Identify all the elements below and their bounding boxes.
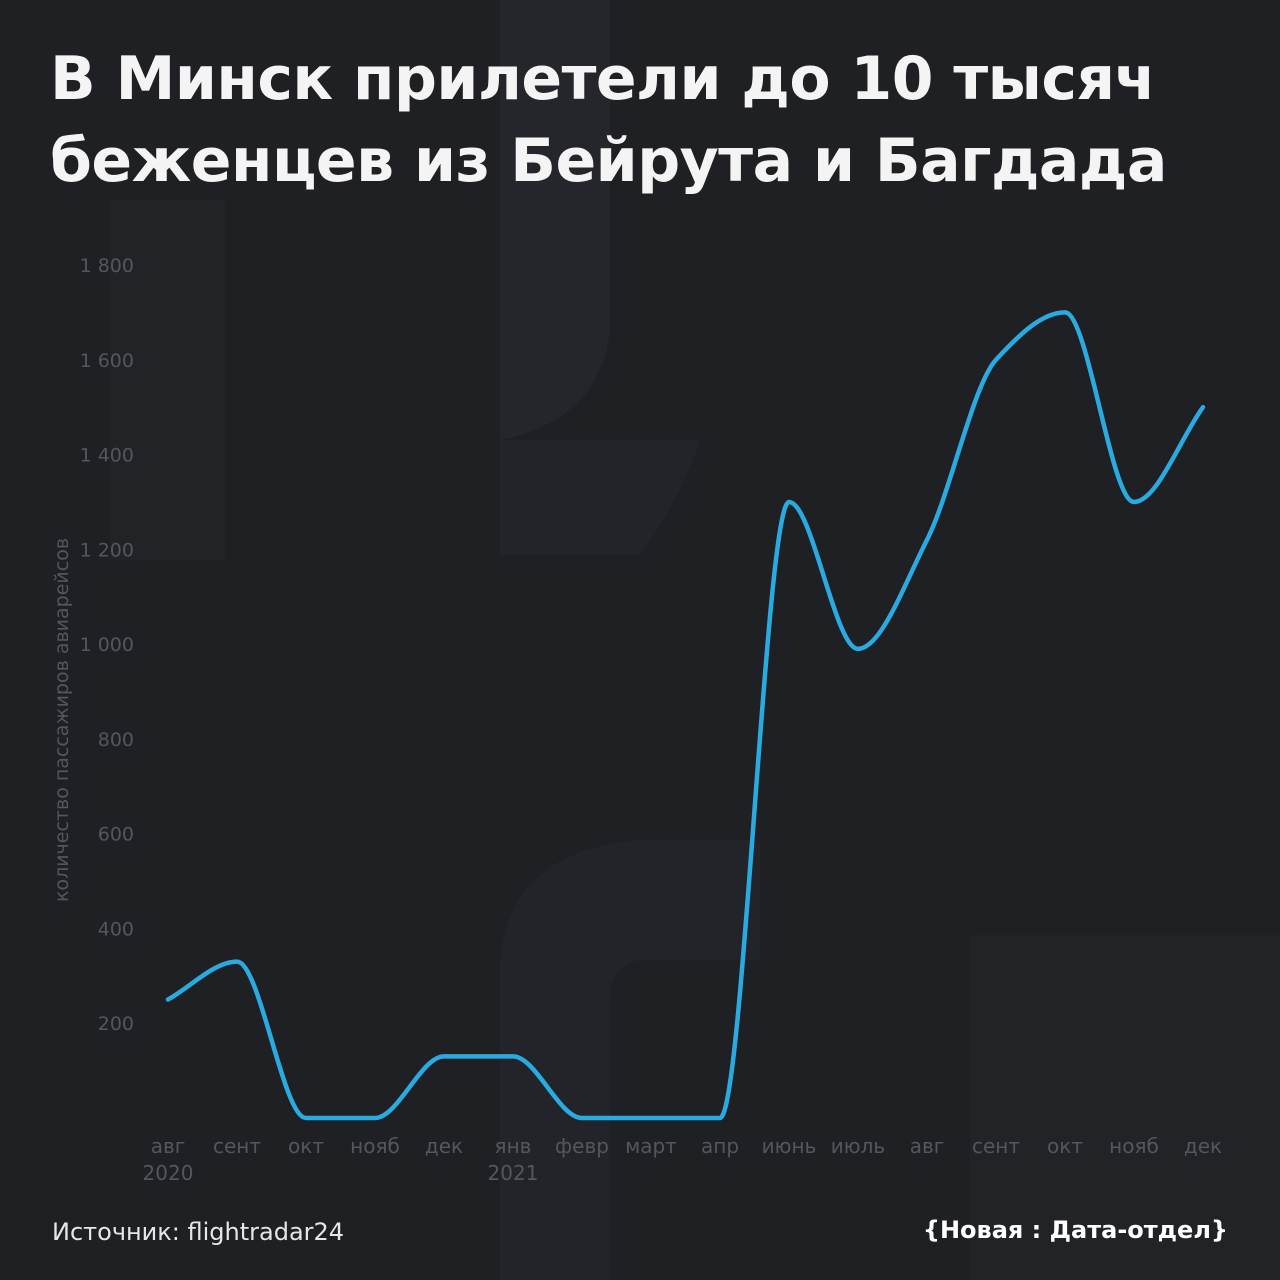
y-tick-label: 400 xyxy=(98,918,134,940)
x-tick-label: окт xyxy=(288,1134,324,1158)
title-line-2: беженцев из Бейрута и Багдада xyxy=(50,126,1167,196)
source-text: Источник: flightradar24 xyxy=(52,1218,345,1246)
x-tick-label: март xyxy=(625,1134,677,1158)
brand-logo-text: {Новая : Дата-отдел} xyxy=(922,1216,1228,1244)
x-tick-label: дек xyxy=(425,1134,463,1158)
y-tick-label: 1 800 xyxy=(80,255,134,277)
x-tick-label: сент xyxy=(972,1134,1020,1158)
x-tick-label: сент xyxy=(213,1134,261,1158)
x-tick-label: авг xyxy=(910,1134,945,1158)
x-axis-ticks: авг сент окт нояб дек янв февр март апр июнь июль а… xyxy=(151,1134,1222,1158)
y-tick-label: 1 400 xyxy=(80,445,134,467)
y-tick-label: 200 xyxy=(98,1013,134,1035)
x-tick-label: июль xyxy=(831,1134,885,1158)
x-tick-label: дек xyxy=(1184,1134,1222,1158)
x-tick-label: нояб xyxy=(1109,1134,1159,1158)
y-tick-label: 600 xyxy=(98,824,134,846)
x-tick-label: нояб xyxy=(350,1134,400,1158)
x-tick-label: февр xyxy=(555,1134,609,1158)
y-tick-label: 1 600 xyxy=(80,350,134,372)
x-tick-label: авг xyxy=(151,1134,186,1158)
x-tick-label: июнь xyxy=(762,1134,817,1158)
y-axis-label: количество пассажиров авиарейсов xyxy=(51,538,73,902)
series-line xyxy=(165,310,1206,1121)
y-tick-label: 1 000 xyxy=(80,634,134,656)
y-tick-label: 800 xyxy=(98,729,134,751)
y-tick-label: 1 200 xyxy=(80,539,134,561)
page-title: В Минск прилетели до 10 тысяч беженцев и… xyxy=(50,38,1240,202)
y-axis-ticks: 200 400 600 800 1 000 1 200 1 400 1 600 1 800 xyxy=(80,255,134,1035)
x-tick-label: апр xyxy=(701,1134,739,1158)
x-tick-label: янв xyxy=(495,1134,532,1158)
title-line-1: В Минск прилетели до 10 тысяч xyxy=(50,44,1156,114)
x-tick-label: окт xyxy=(1047,1134,1083,1158)
x-year-label: 2020 xyxy=(143,1161,194,1185)
x-axis-year-labels: 2020 2021 xyxy=(143,1161,539,1185)
x-year-label: 2021 xyxy=(488,1161,539,1185)
